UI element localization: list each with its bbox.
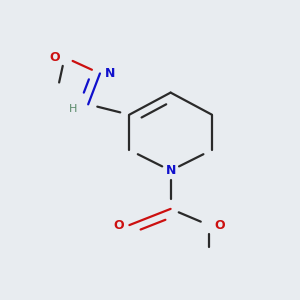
Text: N: N [105,67,116,80]
Text: O: O [214,219,224,232]
Text: H: H [69,104,78,114]
Text: O: O [114,219,124,232]
Text: N: N [165,164,176,177]
Text: O: O [49,51,60,64]
